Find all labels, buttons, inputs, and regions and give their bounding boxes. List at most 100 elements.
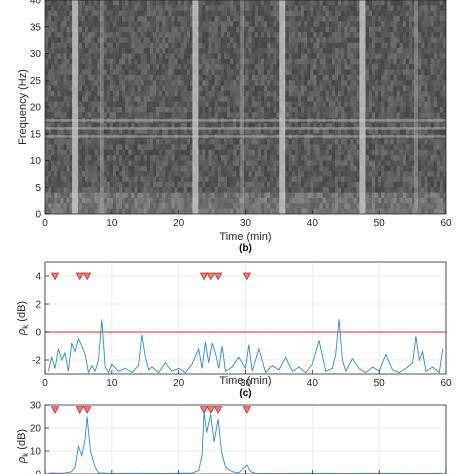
spectrogram-cell	[257, 112, 262, 118]
spectrogram-cell	[368, 165, 373, 172]
spectrogram-cell	[82, 32, 86, 38]
spectrogram-cell	[208, 176, 212, 183]
spectrogram-cell	[347, 42, 351, 49]
spectrogram-cell	[125, 53, 129, 60]
spectrogram-cell	[297, 80, 302, 86]
spectrogram-cell	[294, 0, 299, 6]
spectrogram-cell	[199, 112, 203, 118]
spectrogram-cell	[319, 171, 323, 177]
spectrogram-cell	[430, 0, 434, 6]
spectrogram-cell	[399, 53, 404, 60]
spectrogram-cell	[331, 112, 336, 118]
spectrogram-cell	[217, 0, 222, 6]
spectrogram-cell	[63, 42, 67, 49]
spectrogram-cell	[399, 16, 404, 22]
spectrogram-cell	[322, 128, 326, 135]
spectrogram-cell	[288, 26, 293, 33]
spectrogram-cell	[393, 165, 397, 172]
spectrogram-cell	[177, 192, 182, 199]
spectrogram-cell	[412, 42, 416, 49]
spectrogram-cell	[230, 90, 234, 97]
spectrogram-cell	[211, 160, 215, 167]
spectrogram-cell	[396, 74, 401, 81]
spectrogram-cell	[199, 171, 203, 177]
spectrogram-cell	[310, 48, 314, 54]
spectrogram-cell	[260, 139, 265, 145]
spectrogram-cell	[291, 74, 296, 81]
spectrogram-cell	[408, 26, 413, 33]
spectrogram-cell	[328, 16, 333, 22]
spectrogram-cell	[220, 58, 225, 65]
spectrogram-cell	[245, 128, 249, 135]
spectrogram-cell	[415, 160, 419, 167]
spectrogram-cell	[69, 21, 74, 28]
spectrogram-cell	[137, 149, 141, 156]
spectrogram-cell	[85, 197, 89, 204]
spectrogram-cell	[60, 26, 64, 33]
spectrogram-cell	[103, 165, 107, 172]
spectrogram-cell	[381, 128, 385, 135]
spectrogram-cell	[183, 16, 188, 22]
spectrogram-cell	[236, 192, 240, 199]
spectrogram-cell	[301, 123, 305, 129]
spectrogram-cell	[122, 37, 126, 44]
spectrogram-cell	[223, 160, 228, 167]
spectrogram-cell	[248, 160, 252, 167]
spectrogram-cell	[103, 37, 107, 44]
spectrogram-cell	[378, 165, 382, 172]
spectrogram-cell	[273, 69, 277, 76]
spectrogram-cell	[128, 171, 132, 177]
spectrogram-cell	[186, 176, 191, 183]
spectrogram-cell	[276, 144, 280, 151]
spectrogram-cell	[319, 107, 323, 113]
spectrogram-cell	[325, 53, 330, 60]
spectrogram-cell	[368, 192, 373, 199]
spectrogram-cell	[143, 101, 148, 108]
spectrogram-cell	[301, 42, 305, 49]
spectrogram-cell	[350, 74, 354, 81]
spectrogram-cell	[54, 58, 58, 65]
spectrogram-cell	[69, 107, 74, 113]
spectrogram-cell	[273, 32, 277, 38]
spectrogram-cell	[214, 5, 219, 11]
spectrogram-cell	[353, 123, 357, 129]
spectrogram-cell	[211, 26, 215, 33]
spectrogram-cell	[180, 155, 185, 161]
spectrogram-cell	[264, 64, 268, 70]
spectrogram-cell	[304, 160, 308, 167]
spectrogram-cell	[251, 128, 256, 135]
spectrogram-cell	[334, 149, 339, 156]
spectrogram-cell	[168, 0, 172, 6]
spectrogram-cell	[405, 5, 410, 11]
spectrogram-cell	[267, 181, 271, 188]
spectrogram-cell	[91, 155, 95, 161]
spectrogram-cell	[294, 107, 299, 113]
spectrogram-cell	[396, 176, 401, 183]
spectrogram-cell	[245, 32, 249, 38]
spectrogram-cell	[122, 192, 126, 199]
spectrogram-cell	[430, 171, 434, 177]
spectrogram-cell	[427, 149, 431, 156]
spectrogram-cell	[66, 53, 70, 60]
spectrogram-cell	[122, 42, 126, 49]
spectrogram-cell	[408, 187, 413, 193]
spectrogram-cell	[439, 80, 444, 86]
spectrogram-cell	[189, 58, 194, 65]
spectrogram-cell	[211, 171, 215, 177]
spectrogram-cell	[415, 96, 419, 102]
spectrogram-cell	[106, 171, 111, 177]
spectrogram-cell	[381, 37, 385, 44]
spectrogram-cell	[405, 85, 410, 92]
spectrogram-cell	[356, 90, 360, 97]
spectrogram-cell	[378, 112, 382, 118]
spectrogram-cell	[205, 48, 209, 54]
spectrogram-cell	[313, 21, 317, 28]
spectrogram-cell	[439, 10, 444, 17]
spectrogram-cell	[239, 165, 243, 172]
spectrogram-cell	[242, 58, 246, 65]
spectrogram-cell	[412, 53, 416, 60]
spectrogram-cell	[396, 32, 401, 38]
spectrogram-cell	[433, 149, 438, 156]
spectrogram-cell	[149, 53, 154, 60]
spectrogram-cell	[267, 48, 271, 54]
